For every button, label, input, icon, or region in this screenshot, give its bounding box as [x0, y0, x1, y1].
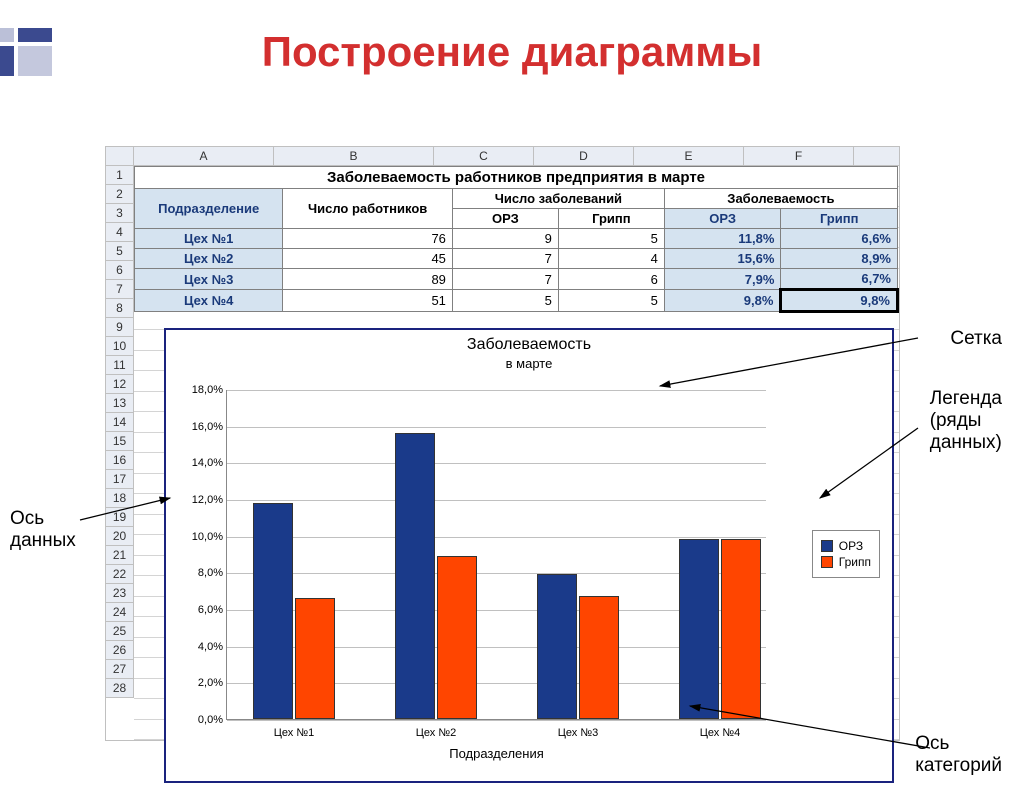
y-tick-label: 10,0% [179, 531, 223, 543]
row-number: 21 [106, 546, 134, 565]
chart-subtitle: в марте [166, 356, 892, 371]
row-number: 25 [106, 622, 134, 641]
column-header: D [534, 147, 634, 165]
row-number: 11 [106, 356, 134, 375]
row-number: 26 [106, 641, 134, 660]
embedded-chart: Заболеваемость в марте Подразделения 0,0… [164, 328, 894, 783]
bar [395, 433, 435, 719]
bar [537, 574, 577, 719]
legend-item: Грипп [821, 555, 871, 569]
plot-area: Подразделения 0,0%2,0%4,0%6,0%8,0%10,0%1… [226, 390, 766, 720]
row-number: 28 [106, 679, 134, 698]
callout-grid: Сетка [950, 328, 1002, 350]
data-table: Заболеваемость работников предприятия в … [134, 166, 899, 313]
row-number: 22 [106, 565, 134, 584]
chart-legend: ОРЗ Грипп [812, 530, 880, 578]
y-tick-label: 14,0% [179, 457, 223, 469]
spreadsheet: ABCDEF 123456789101112131415161718192021… [105, 146, 900, 741]
column-header: F [744, 147, 854, 165]
callout-y-axis: Ось данных [10, 508, 76, 552]
bar [295, 598, 335, 719]
row-number: 23 [106, 584, 134, 603]
row-number: 24 [106, 603, 134, 622]
row-number: 4 [106, 223, 134, 242]
y-tick-label: 18,0% [179, 384, 223, 396]
column-header: A [134, 147, 274, 165]
bar [253, 503, 293, 719]
x-tick-label: Цех №2 [416, 727, 457, 739]
row-number: 15 [106, 432, 134, 451]
bar [579, 596, 619, 719]
bar [679, 539, 719, 719]
row-number: 8 [106, 299, 134, 318]
row-number: 16 [106, 451, 134, 470]
callout-x-axis: Ось категорий [915, 733, 1002, 777]
column-header: B [274, 147, 434, 165]
slide-title: Построение диаграммы [0, 28, 1024, 76]
chart-title: Заболеваемость [166, 336, 892, 354]
row-number: 19 [106, 508, 134, 527]
row-number: 9 [106, 318, 134, 337]
y-tick-label: 0,0% [179, 714, 223, 726]
row-number: 20 [106, 527, 134, 546]
y-tick-label: 2,0% [179, 677, 223, 689]
legend-item: ОРЗ [821, 539, 871, 553]
corner-decoration [0, 28, 120, 88]
callout-legend: Легенда (ряды данных) [930, 388, 1002, 454]
row-number: 6 [106, 261, 134, 280]
bar [721, 539, 761, 719]
row-number: 18 [106, 489, 134, 508]
y-tick-label: 16,0% [179, 421, 223, 433]
row-number: 12 [106, 375, 134, 394]
column-headers: ABCDEF [106, 147, 899, 166]
x-axis-title: Подразделения [449, 746, 544, 761]
y-tick-label: 8,0% [179, 567, 223, 579]
row-number: 1 [106, 166, 134, 185]
y-tick-label: 6,0% [179, 604, 223, 616]
row-number: 27 [106, 660, 134, 679]
row-number: 7 [106, 280, 134, 299]
row-number: 2 [106, 185, 134, 204]
row-number: 5 [106, 242, 134, 261]
row-number: 10 [106, 337, 134, 356]
column-header: C [434, 147, 534, 165]
y-tick-label: 4,0% [179, 641, 223, 653]
x-tick-label: Цех №4 [700, 727, 741, 739]
x-tick-label: Цех №3 [558, 727, 599, 739]
row-numbers: 1234567891011121314151617181920212223242… [106, 166, 134, 740]
row-number: 13 [106, 394, 134, 413]
row-number: 3 [106, 204, 134, 223]
x-tick-label: Цех №1 [274, 727, 315, 739]
column-header: E [634, 147, 744, 165]
y-tick-label: 12,0% [179, 494, 223, 506]
bar [437, 556, 477, 719]
row-number: 17 [106, 470, 134, 489]
row-number: 14 [106, 413, 134, 432]
